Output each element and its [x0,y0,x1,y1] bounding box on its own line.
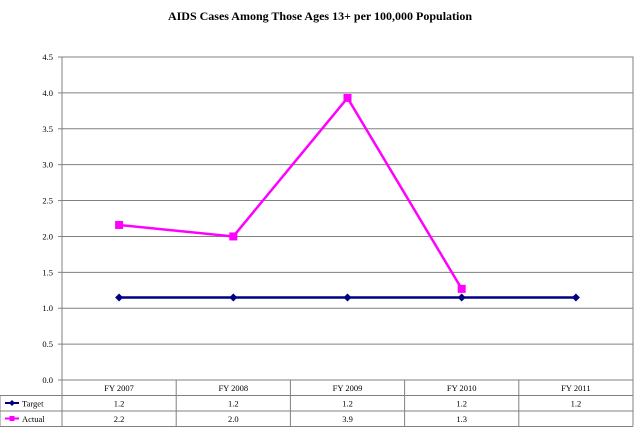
data-point-actual [457,284,466,293]
table-cell-value: 1.2 [114,399,125,409]
data-point-target [343,293,352,302]
data-table: FY 2007 FY 2008 FY 2009 FY 2010 FY 2011 Targe… [0,379,634,427]
table-cell-value: 3.9 [342,414,353,424]
y-tick-label: 0.5 [42,339,53,349]
data-point-actual [229,232,238,241]
table-cell-value: 2.0 [228,414,239,424]
chart-title: AIDS Cases Among Those Ages 13+ per 100,… [168,9,472,23]
y-tick-label: 3.5 [42,124,53,134]
data-point-actual [115,220,124,229]
x-category-label: FY 2009 [333,383,363,393]
y-tick-label: 4.0 [42,88,53,98]
series-line-actual [118,95,463,290]
data-point-actual [343,93,352,102]
y-tick-label: 1.5 [42,267,53,277]
y-tick-label: 3.0 [42,160,53,170]
table-cell-value: 1.2 [571,399,582,409]
y-tick-label: 0.0 [42,375,53,385]
data-point-target [229,293,238,302]
x-category-label: FY 2008 [218,383,248,393]
x-category-label: FY 2011 [561,383,590,393]
table-cell-value: 1.3 [456,414,467,424]
data-point-target [115,293,124,302]
table-cell-value: 1.2 [342,399,353,409]
x-category-label: FY 2007 [104,383,134,393]
y-tick-label: 4.5 [42,52,53,62]
legend-marker-actual [9,416,15,421]
table-cell-value: 1.2 [228,399,239,409]
data-point-target [457,293,466,302]
x-category-label: FY 2010 [447,383,477,393]
y-axis-ticks: 0.0 0.5 1.0 1.5 2.0 2.5 3.0 3.5 4.0 4.5 [42,52,62,385]
table-cell-value: 1.2 [456,399,467,409]
table-cell-value: 2.2 [114,414,125,424]
data-point-target [571,293,580,302]
gridlines [62,92,633,345]
plot-area [61,56,634,381]
legend-label-target: Target [22,399,44,409]
series-layer [115,93,580,302]
legend-marker-target [9,400,15,406]
legend-label-actual: Actual [22,414,45,424]
y-tick-label: 2.0 [42,231,53,241]
y-tick-label: 1.0 [42,303,53,313]
y-tick-label: 2.5 [42,196,53,206]
